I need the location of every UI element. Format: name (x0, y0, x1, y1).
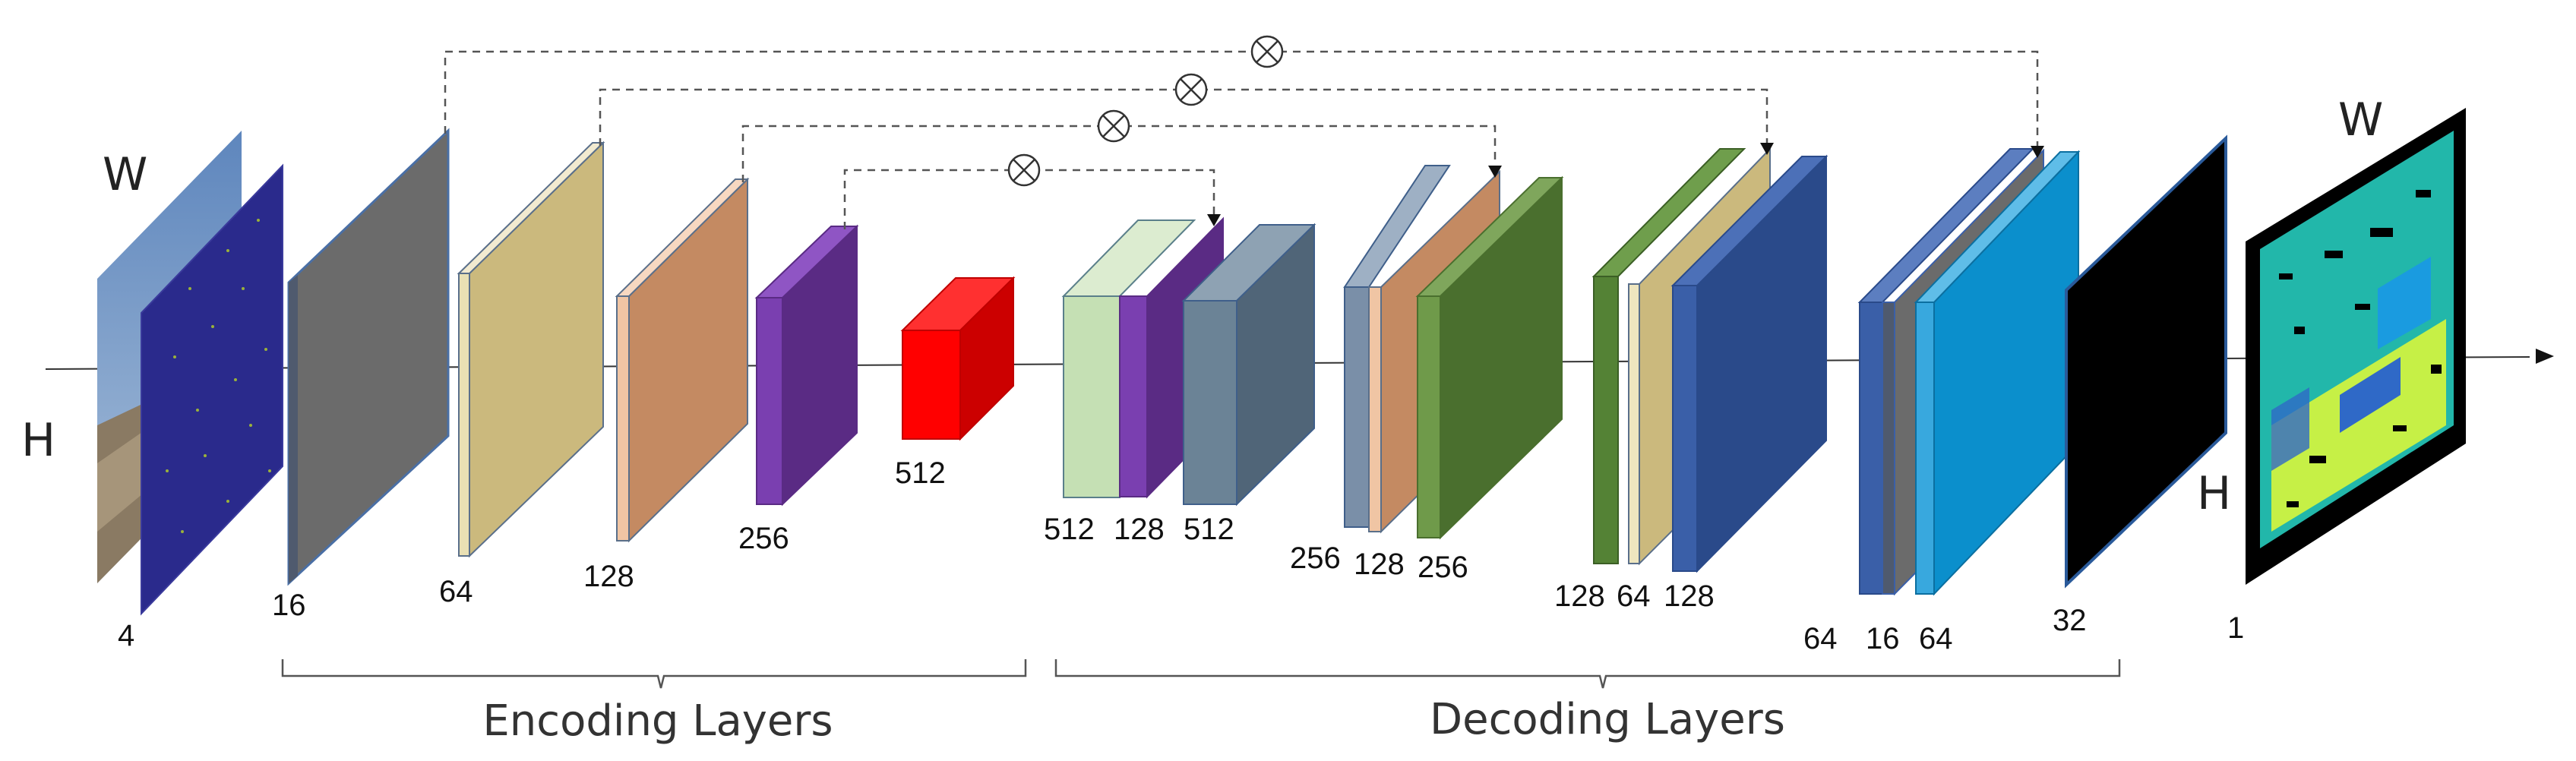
decoder-layer-label: 128 (1664, 579, 1715, 613)
decoder-layer-label: 128 (1554, 579, 1605, 613)
decoding-section-label: Decoding Layers (1430, 695, 1785, 744)
decoder-group-3: 128 64 128 (1554, 147, 1828, 613)
encoder-layer-label: 64 (439, 575, 473, 608)
decoder-layer-label: 16 (1866, 622, 1900, 655)
decoder-group-1: 512 128 512 (1044, 216, 1316, 546)
input-sparse-depth (141, 163, 283, 616)
skip-arrowheads (1207, 143, 2044, 226)
decoder-group-4: 64 16 64 (1803, 148, 2081, 655)
bottleneck-label: 512 (895, 456, 946, 490)
decoder-layer-label: 64 (1617, 579, 1651, 613)
multiply-icon (1007, 153, 1041, 187)
output-height-label: H (2197, 467, 2231, 520)
multiply-icon (1097, 109, 1130, 143)
output-noise-speckles (2279, 190, 2442, 507)
decoder-layer-label: 512 (1044, 513, 1095, 546)
decoder-layer-label: 256 (1290, 542, 1341, 575)
encoder-layer-256: 256 (738, 224, 859, 555)
encoder-layers: 16 64 128 256 (272, 128, 859, 622)
decoder-layers: 512 128 512 256 128 256 128 64 (1044, 134, 2227, 655)
encoding-section-label: Encoding Layers (482, 696, 833, 746)
decoder-layer-label: 128 (1114, 513, 1165, 546)
output-channels-label: 1 (2227, 611, 2244, 645)
input-height-label: H (21, 414, 55, 467)
input-width-label: W (103, 148, 147, 201)
multiply-symbols (1007, 35, 1284, 187)
output-width-label: W (2338, 93, 2383, 147)
encoder-layer-128: 128 (583, 177, 750, 593)
decoder-layer-label: 128 (1354, 548, 1405, 581)
skip-connection-16-to-64 (444, 50, 2039, 146)
decoding-brace (1054, 659, 2121, 689)
decoder-group-5: 32 (2053, 134, 2227, 637)
sparse-depth-points (166, 219, 271, 533)
encoder-layer-label: 16 (272, 589, 306, 622)
decoder-layer-label: 64 (1919, 622, 1953, 655)
decoder-layer-label: 32 (2053, 604, 2087, 637)
output-arrow-icon (2536, 349, 2554, 364)
arrow-down-icon (1207, 214, 1221, 226)
skip-connection-64-to-128 (599, 88, 1768, 146)
input-channels-label: 4 (118, 619, 134, 652)
encoder-layer-label: 256 (738, 522, 789, 555)
multiply-icon (1250, 35, 1284, 68)
decoder-layer-label: 64 (1803, 622, 1838, 655)
decoder-group-2: 256 128 256 (1290, 165, 1564, 584)
decoder-layer-label: 512 (1184, 513, 1234, 546)
arrow-down-icon (1760, 143, 1774, 155)
multiply-icon (1174, 73, 1208, 106)
decoder-layer-label: 256 (1418, 551, 1468, 584)
arrow-down-icon (2031, 146, 2044, 158)
encoding-brace (281, 659, 1027, 689)
arrow-down-icon (1488, 166, 1502, 178)
decoding-section: Decoding Layers (1054, 659, 2121, 744)
encoder-layer-label: 128 (583, 560, 634, 593)
skip-connections (444, 50, 2039, 229)
encoding-section: Encoding Layers (281, 659, 1027, 746)
encoder-layer-64: 64 (439, 141, 605, 608)
skip-connection-128-to-256 (741, 125, 1497, 182)
bottleneck-block-512: 512 (895, 276, 1016, 490)
input-image-stack: W H 4 (21, 131, 283, 652)
skip-connection-256-to-512 (843, 169, 1215, 229)
encoder-layer-16: 16 (272, 128, 450, 622)
output-depth-map: W H 1 (2197, 93, 2466, 645)
